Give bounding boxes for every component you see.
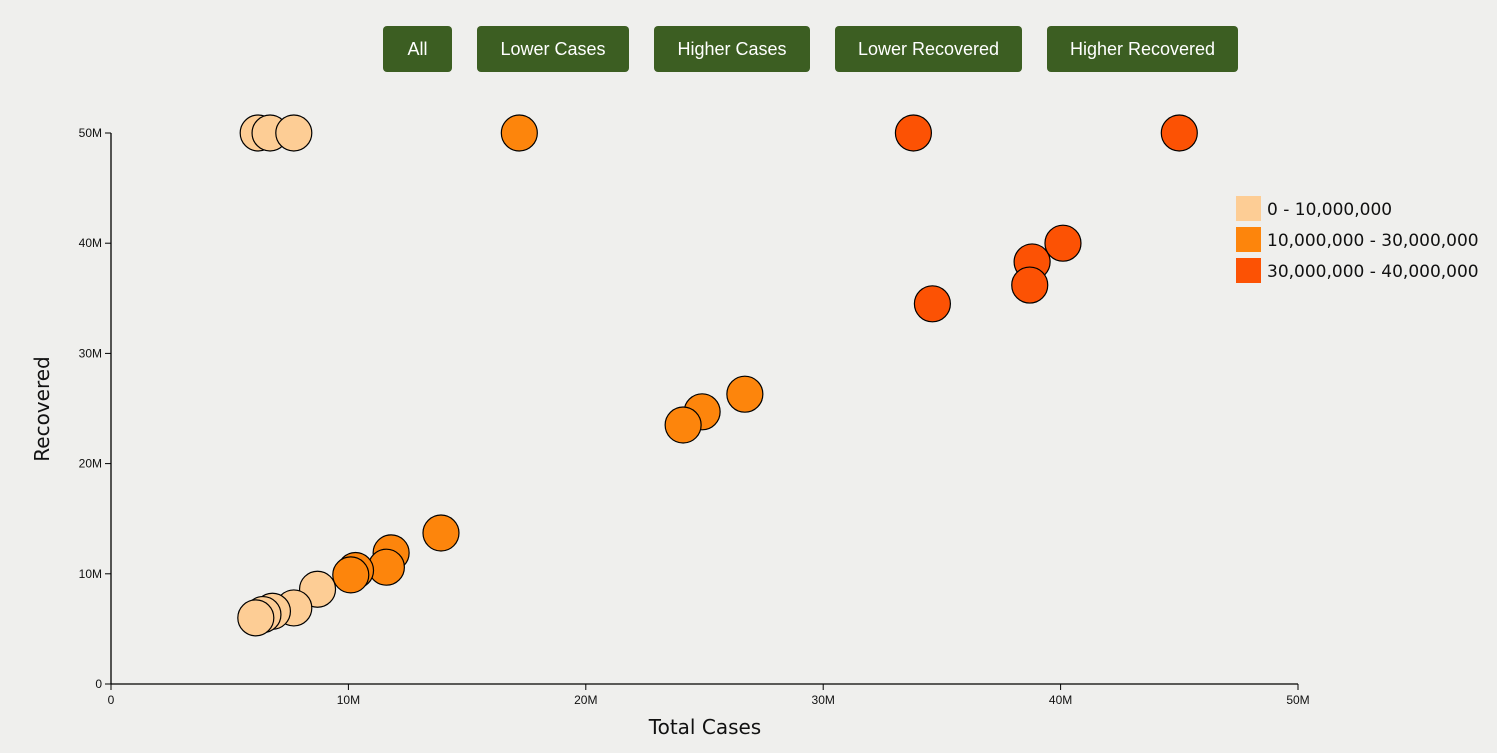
x-tick-label: 20M [574,693,597,707]
x-tick-label: 10M [337,693,360,707]
y-tick-label: 10M [79,567,102,581]
data-point[interactable] [1044,224,1082,262]
data-points [237,114,1198,637]
x-tick-label: 30M [812,693,835,707]
data-point[interactable] [332,556,370,594]
x-tick-label: 50M [1286,693,1309,707]
filter-higher-recovered-button[interactable]: Higher Recovered [1047,26,1238,72]
filter-all-button[interactable]: All [383,26,452,72]
legend-swatch [1236,258,1261,283]
data-point[interactable] [500,114,538,152]
data-point[interactable] [1011,266,1049,304]
legend-label: 0 - 10,000,000 [1267,200,1392,220]
filter-lower-recovered-button[interactable]: Lower Recovered [835,26,1022,72]
legend-swatch [1236,227,1261,252]
axes: 0 10M 20M 30M 40M 50M 0 10M 20M 30M 40M 50M [79,126,1310,707]
x-tick-label: 0 [108,693,115,707]
y-tick-label: 0 [95,677,102,691]
data-point[interactable] [664,406,702,444]
data-point[interactable] [726,375,764,413]
filter-lower-cases-button[interactable]: Lower Cases [477,26,629,72]
y-tick-label: 40M [79,236,102,250]
legend-swatch [1236,196,1261,221]
legend-label: 30,000,000 - 40,000,000 [1267,262,1479,282]
data-point[interactable] [894,114,933,152]
x-tick-label: 40M [1049,693,1072,707]
data-point[interactable] [237,599,275,637]
data-point[interactable] [1160,114,1198,152]
y-tick-label: 30M [79,346,102,360]
y-axis-title: Recovered [30,356,54,461]
legend-label: 10,000,000 - 30,000,000 [1267,231,1479,251]
filter-higher-cases-button[interactable]: Higher Cases [654,26,810,72]
data-point[interactable] [275,114,313,152]
y-tick-label: 20M [79,457,102,471]
legend: 0 - 10,000,000 10,000,000 - 30,000,000 30,… [1236,196,1479,283]
x-axis-title: Total Cases [648,715,761,739]
y-tick-label: 50M [79,126,102,140]
data-point[interactable] [422,514,460,552]
data-point[interactable] [913,285,952,323]
